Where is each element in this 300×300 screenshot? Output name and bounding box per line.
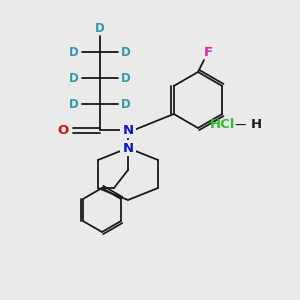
Text: D: D bbox=[69, 71, 79, 85]
Text: −: − bbox=[233, 118, 247, 133]
Text: D: D bbox=[69, 98, 79, 110]
Text: D: D bbox=[69, 46, 79, 59]
Text: N: N bbox=[122, 142, 134, 154]
Text: D: D bbox=[121, 71, 131, 85]
Text: H: H bbox=[250, 118, 262, 131]
Text: D: D bbox=[121, 46, 131, 59]
Text: D: D bbox=[95, 22, 105, 34]
Text: O: O bbox=[57, 124, 69, 136]
Text: D: D bbox=[121, 98, 131, 110]
Text: N: N bbox=[122, 124, 134, 136]
Text: HCl: HCl bbox=[210, 118, 236, 131]
Text: F: F bbox=[203, 46, 213, 59]
